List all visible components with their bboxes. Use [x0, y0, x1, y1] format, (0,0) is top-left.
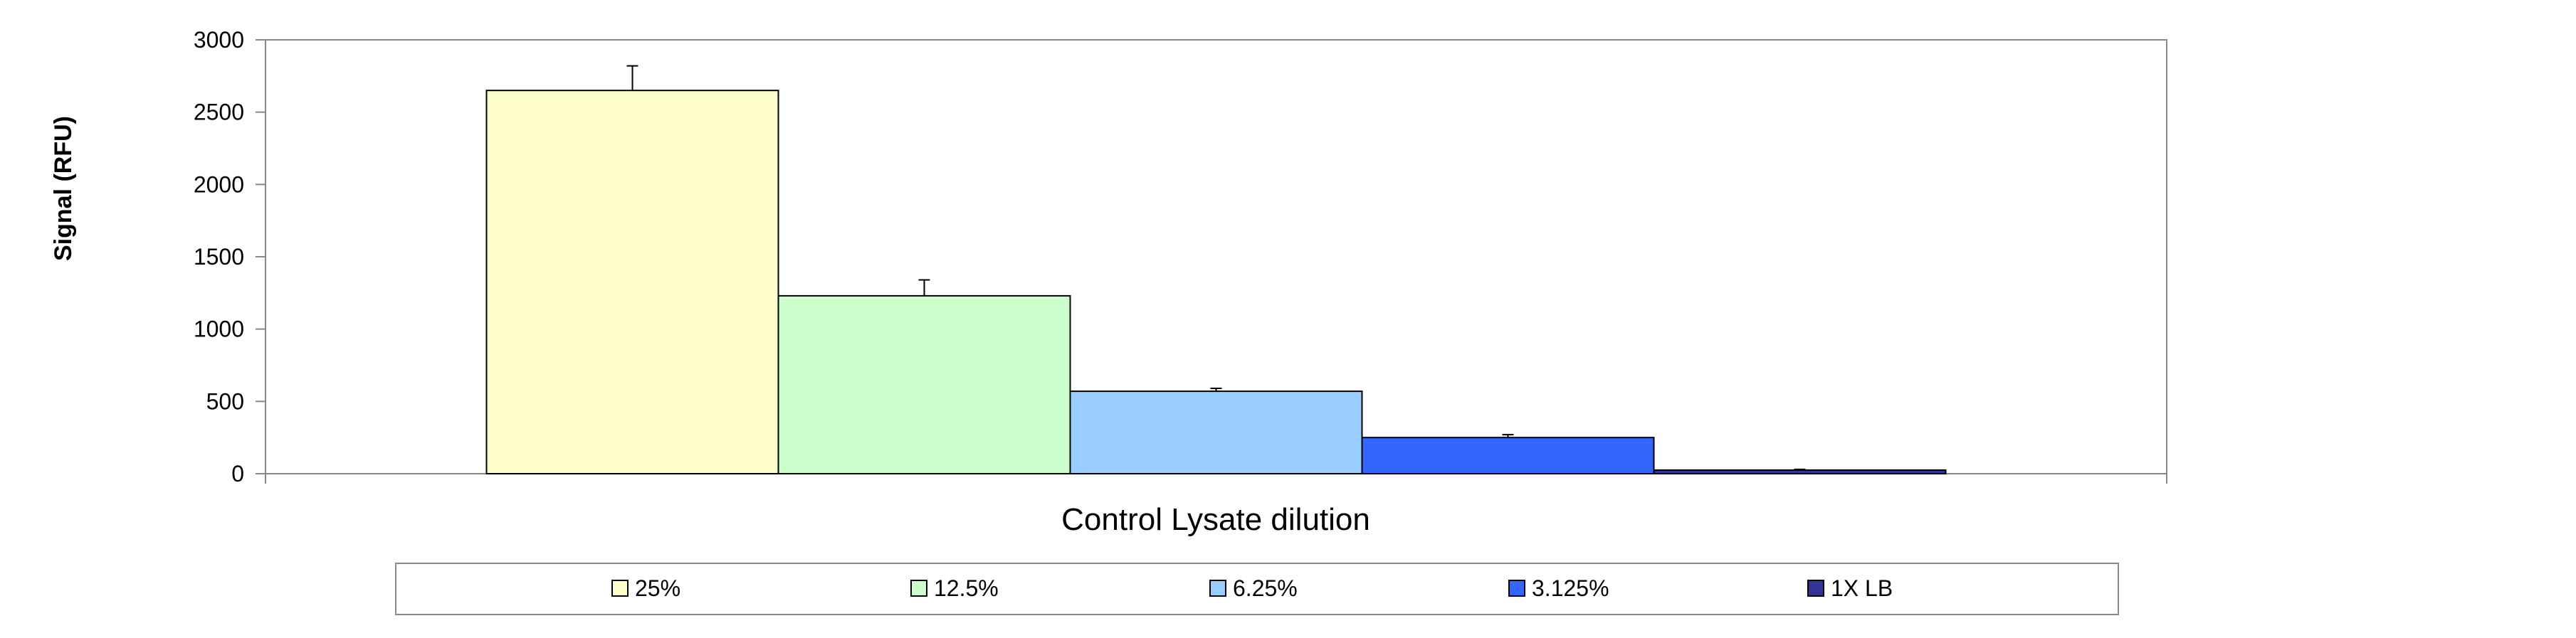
legend: 25% 12.5% 6.25% 3.125% 1X LB — [611, 575, 1893, 601]
legend-swatch-1 — [910, 580, 927, 597]
bar-2 — [1069, 390, 1363, 474]
y-tick-label: 2000 — [194, 171, 244, 197]
legend-swatch-4 — [1807, 580, 1824, 597]
legend-label-4: 1X LB — [1831, 575, 1893, 601]
legend-label-1: 12.5% — [934, 575, 999, 601]
y-axis-title: Signal (RFU) — [50, 116, 77, 261]
error-bars — [626, 65, 1806, 470]
bar-0 — [485, 90, 779, 474]
y-tick-label: 0 — [231, 461, 244, 487]
legend-label-3: 3.125% — [1532, 575, 1609, 601]
legend-swatch-3 — [1508, 580, 1525, 597]
legend-swatch-2 — [1209, 580, 1226, 597]
bar-3 — [1361, 437, 1655, 475]
legend-label-0: 25% — [635, 575, 680, 601]
legend-label-2: 6.25% — [1233, 575, 1298, 601]
legend-swatch-0 — [611, 580, 629, 597]
bar-1 — [777, 294, 1071, 474]
y-tick-label: 1000 — [194, 317, 244, 342]
y-axis: 0 500 1000 1500 2000 2500 3000 — [194, 27, 2167, 487]
bar-4 — [1653, 469, 1947, 475]
y-tick-label: 2500 — [194, 100, 244, 125]
y-tick-label: 500 — [206, 388, 244, 414]
y-tick-label: 3000 — [194, 27, 244, 53]
y-tick-label: 1500 — [194, 244, 244, 270]
legend-box — [395, 563, 2119, 615]
x-axis-title: Control Lysate dilution — [1061, 502, 1370, 537]
